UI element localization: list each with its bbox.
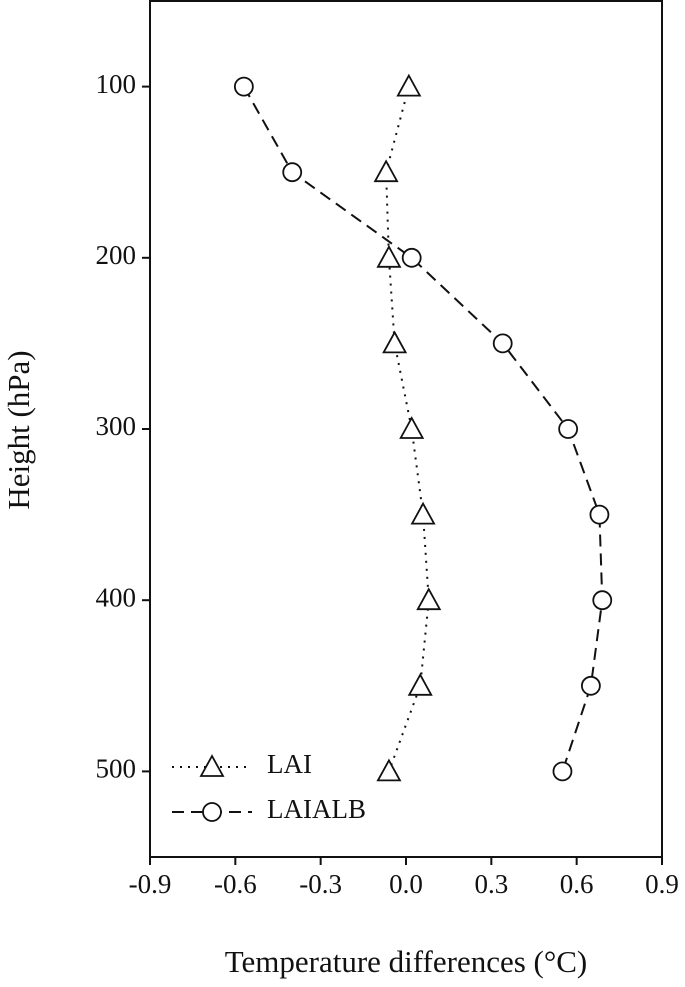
y-axis-label: Height (hPa) — [1, 350, 36, 509]
series-line — [385, 86, 430, 772]
legend-marker — [202, 802, 222, 822]
legend-label: LAIALB — [267, 794, 366, 824]
triangle-marker — [416, 587, 442, 611]
x-tick-label: 0.6 — [560, 869, 594, 899]
triangle-marker — [396, 73, 422, 97]
triangle-marker — [373, 159, 399, 183]
triangle-marker — [407, 672, 433, 696]
y-tick-label: 100 — [96, 69, 137, 99]
circle-marker — [589, 504, 610, 525]
x-tick-label: -0.6 — [214, 869, 257, 899]
circle-marker — [401, 247, 422, 268]
legend-label: LAI — [267, 749, 312, 779]
x-axis-label: Temperature differences (°C) — [225, 944, 588, 979]
x-tick-label: 0.0 — [389, 869, 423, 899]
x-tick-label: -0.9 — [129, 869, 172, 899]
triangle-marker — [399, 416, 425, 439]
triangle-marker — [376, 244, 402, 268]
circle-marker — [233, 76, 254, 97]
y-tick-label: 400 — [96, 582, 137, 612]
x-tick-label: 0.3 — [474, 869, 508, 899]
triangle-marker — [410, 501, 436, 525]
y-tick-label: 500 — [96, 754, 137, 784]
legend-marker — [199, 754, 225, 777]
circle-marker — [592, 590, 613, 611]
y-tick-label: 200 — [96, 240, 137, 270]
circle-marker — [552, 761, 573, 782]
triangle-marker — [376, 758, 402, 782]
series-line — [242, 86, 604, 772]
circle-marker — [492, 333, 513, 354]
x-tick-label: -0.3 — [299, 869, 342, 899]
triangle-marker — [382, 330, 408, 354]
y-tick-label: 300 — [96, 411, 137, 441]
circle-marker — [282, 162, 303, 183]
circle-marker — [558, 419, 579, 439]
circle-marker — [580, 675, 601, 696]
x-tick-label: 0.9 — [645, 869, 679, 899]
